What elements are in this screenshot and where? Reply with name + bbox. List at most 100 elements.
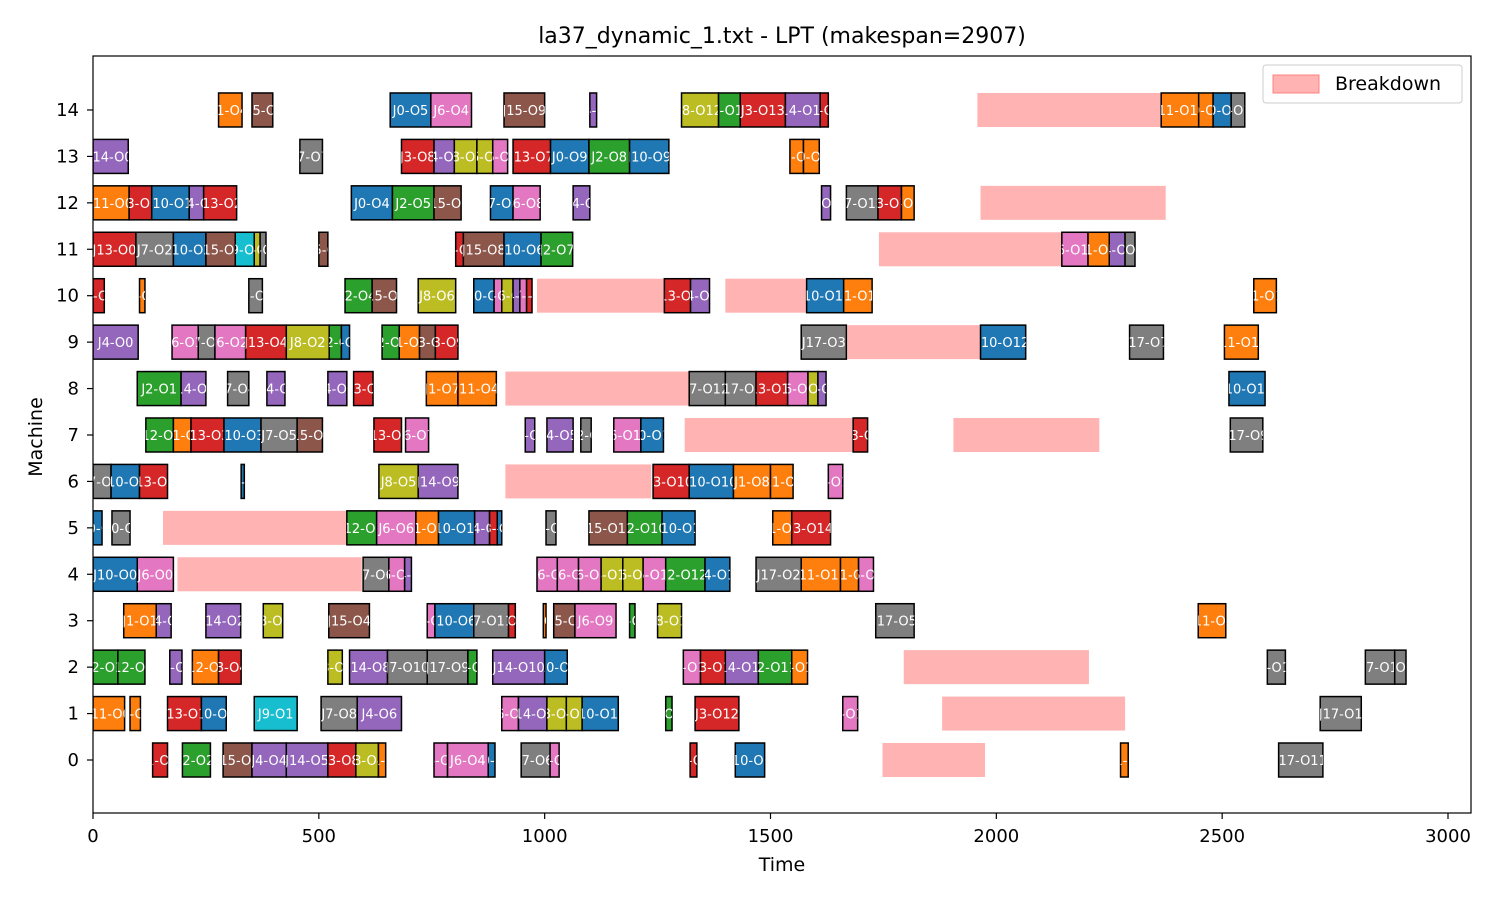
operation-label: J2-O13 [706,104,751,119]
operation-bar [172,231,207,268]
operation-label: J1-O14 [777,661,822,676]
operation-label: J3-O12 [694,708,739,723]
operation-label: J7-O12 [839,197,884,212]
operation-bar [689,277,711,314]
y-tick-label: 3 [68,611,79,632]
operation-label: J11-O1 [1101,754,1146,769]
operation-label: J4-O8 [681,290,718,305]
operation-label: J4-O0 [97,336,134,351]
operation-label: J6-O14 [1052,243,1097,258]
operation-label: J10-O11 [798,290,851,305]
operation-label: J16-O7 [484,290,529,305]
operation-label: J1-O0 [123,290,160,305]
x-axis-title: Time [758,854,806,876]
operation-label: J11-O0 [86,708,131,723]
operation-label: J16-O12 [563,568,616,583]
operation-label: J15-O9 [501,104,546,119]
operation-label: J6-O4 [378,568,415,583]
operation-bar [1223,324,1260,360]
operation-bar [802,138,821,175]
operation-bar [739,92,787,128]
operation-label: J0-O9 [551,150,588,165]
operation-label: J3-O9 [428,336,465,351]
operation-label: J9-O1 [257,708,294,723]
breakdown-bar [847,325,981,360]
breakdown-bar [903,650,1089,685]
operation-bar [689,742,698,778]
operation-label: J3-O9 [675,754,712,769]
operation-label: J2-O1 [140,383,177,398]
operation-label: J10-O10 [684,475,737,490]
operation-label: J4-O8 [425,150,462,165]
operation-label: J10-O11 [625,429,678,444]
operation-label: J6-O11 [813,475,858,490]
operation-label: J10-O5 [533,661,578,676]
operation-label: J14-O7 [385,568,430,583]
operation-label: J6-O5 [422,754,459,769]
operation-bar [93,138,129,175]
operation-label: J10-O13 [1179,104,1232,119]
y-tick-label: 2 [68,657,79,678]
operation-label: J13-O12 [686,661,739,676]
operation-label: J7-O0 [83,475,120,490]
operation-label: J6-O0 [136,568,173,583]
operation-label: J12-O8 [563,429,608,444]
operation-bar [434,324,459,360]
operation-label: J10-O14 [1195,104,1248,119]
operation-label: J2-O11 [752,661,797,676]
operation-label: J7-O16 [1215,104,1260,119]
operation-label: J14-O14 [795,383,848,398]
operation-bar [549,742,560,778]
operation-bar [699,649,727,685]
operation-bar [790,649,809,685]
operation-bar [457,370,498,407]
operation-bar [226,370,250,407]
operation-bar [1119,742,1129,778]
operation-bar [430,92,473,128]
operation-bar [111,510,131,546]
operation-label: J11-O4 [454,383,499,398]
operation-bar [572,185,591,221]
y-tick-label: 14 [56,100,79,121]
operation-bar [180,370,207,407]
operation-label: J6-O5 [481,150,518,165]
x-tick-label: 2000 [973,826,1019,847]
chart-title: la37_dynamic_1.txt - LPT (makespan=2907) [538,24,1026,49]
plot-area: J1-O0 J2-O2 J15-O0J4-O4J14-O5J3-O8J8-O4J11… [83,92,1407,778]
operation-bar [732,463,772,500]
operation-label: J11-O0 [88,197,133,212]
y-tick-label: 8 [68,379,79,400]
operation-label: J6-O10 [604,429,649,444]
operation-label: J11-O13 [770,150,823,165]
operation-bar [136,370,182,407]
operation-label: J10-O6 [461,290,506,305]
operation-bar [819,92,830,128]
y-tick-label: 4 [68,564,79,585]
operation-label: J8-O3 [238,243,275,258]
operation-bar [417,463,459,500]
operation-label: J15-O4 [287,429,332,444]
operation-label: J17-O2 [756,568,801,583]
operation-label: J4-O1 [157,661,194,676]
operation-bar [200,695,227,732]
operation-label: J2-O9 [454,661,491,676]
operation-bar [437,510,476,546]
operation-bar [1160,92,1200,128]
operation-bar [900,185,915,221]
operation-bar [296,417,324,453]
operation-bar [340,324,351,360]
operation-label: J2-O12 [662,568,707,583]
operation-label: J17-O1 [1318,708,1363,723]
operation-label: J6-O7 [479,290,516,305]
operation-label: J8-O9 [538,708,575,723]
operation-bar [581,695,620,732]
marks-group: J1-O0 J2-O2 J15-O0J4-O4J14-O5J3-O8J8-O4J11… [83,92,1407,778]
operation-label: J16-O5 [524,568,569,583]
operation-label: J1-O1 [121,615,158,630]
operation-bar [827,463,844,500]
y-tick-label: 0 [68,750,79,771]
operation-label: J14-O9 [415,475,460,490]
operation-label: J11-O8 [827,568,872,583]
operation-bar [688,370,727,407]
